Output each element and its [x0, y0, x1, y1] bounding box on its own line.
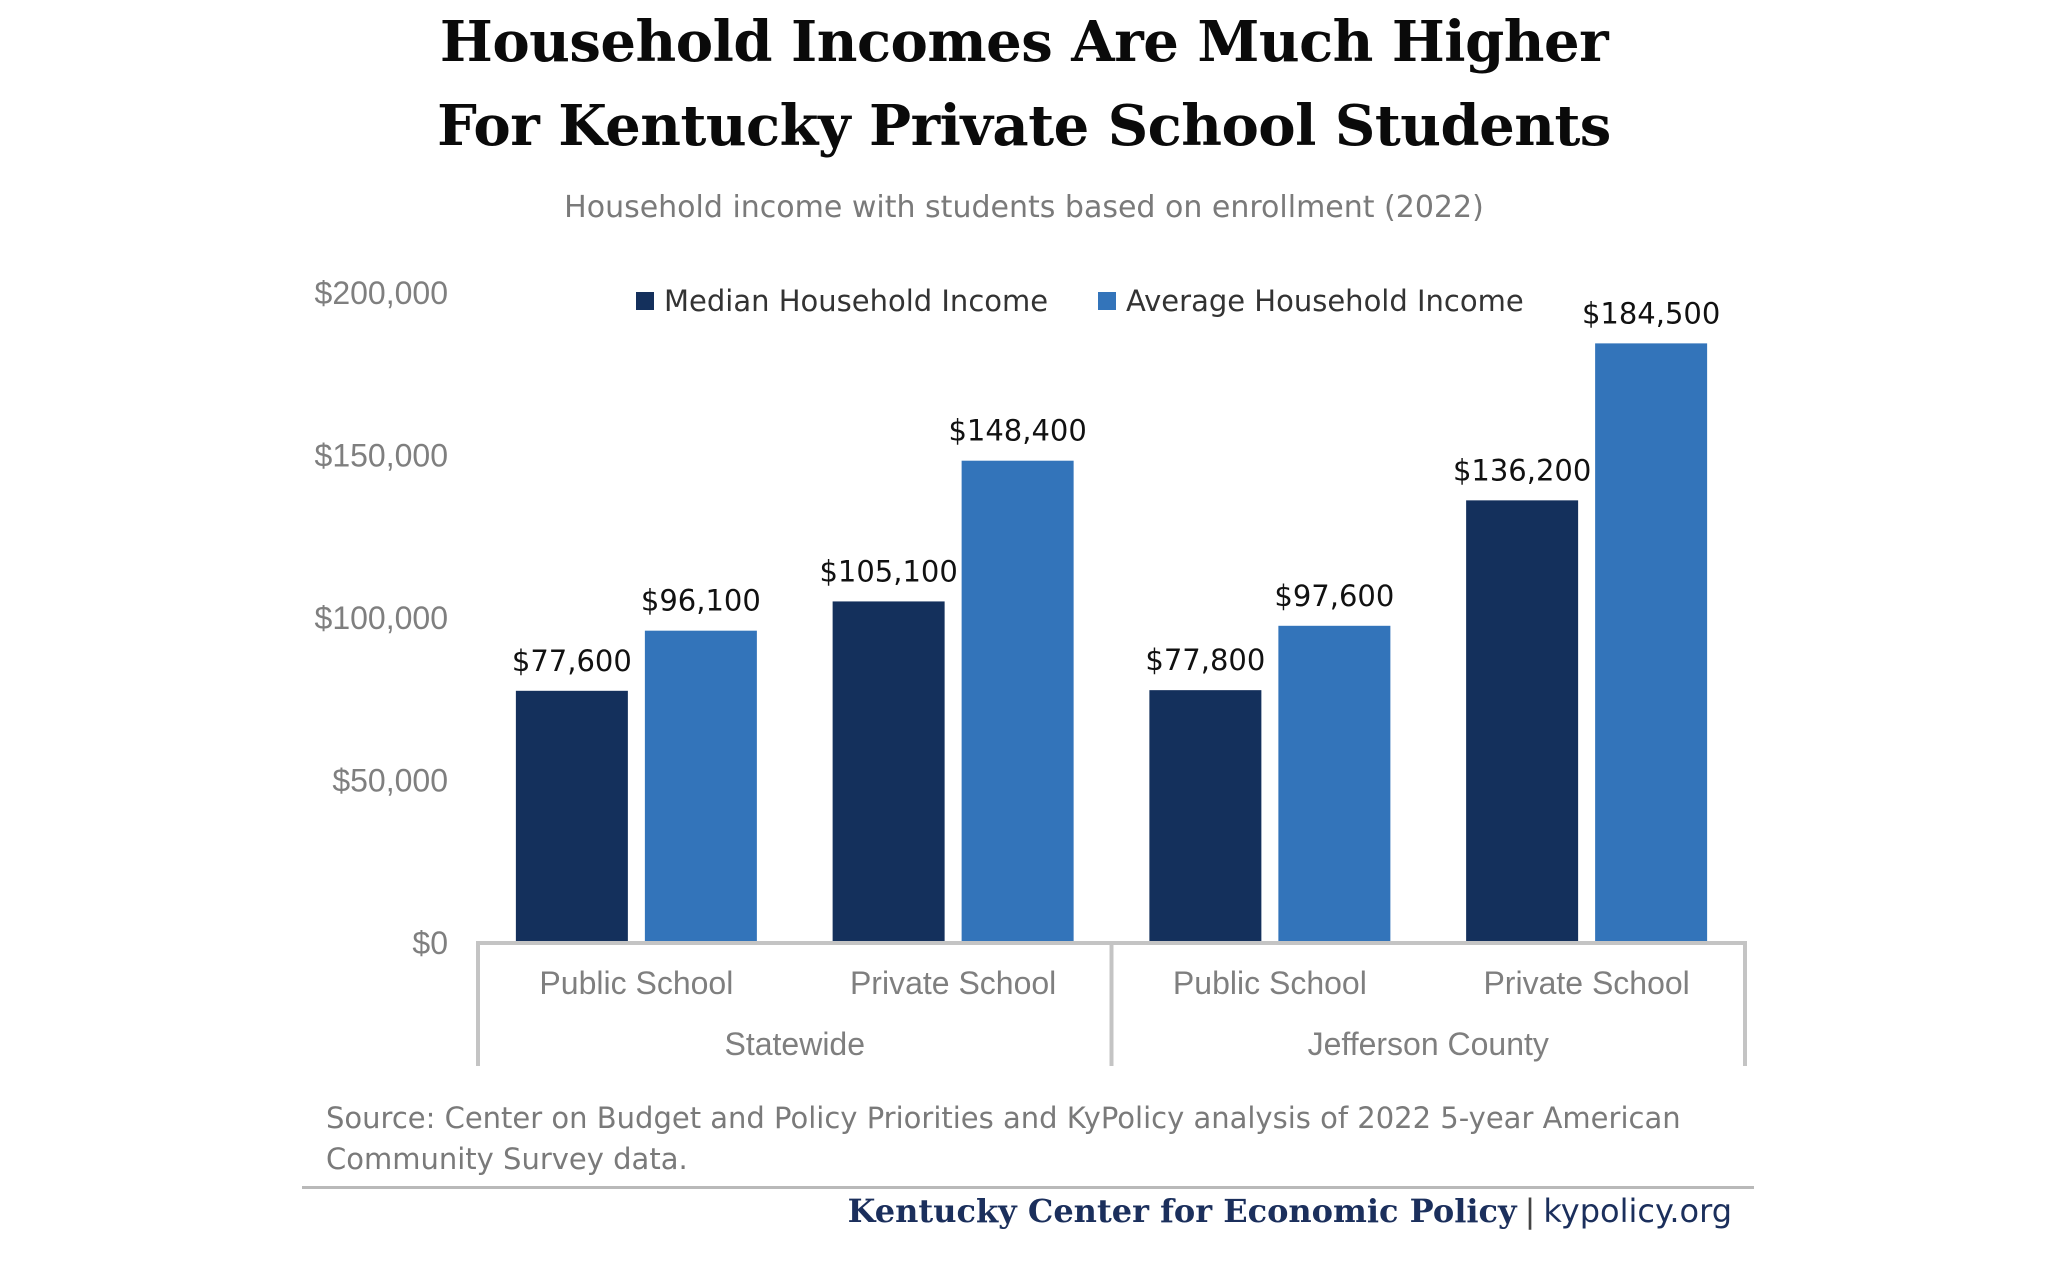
data-label: $148,400	[948, 414, 1086, 448]
footer-url: kypolicy.org	[1543, 1192, 1732, 1230]
y-tick-label: $150,000	[315, 438, 448, 474]
footer-divider	[302, 1186, 1754, 1189]
bar	[1149, 690, 1262, 943]
bar	[961, 460, 1074, 943]
x-group-label: Jefferson County	[1308, 1026, 1549, 1062]
data-label: $184,500	[1582, 296, 1720, 330]
x-category-label: Private School	[1483, 965, 1689, 1001]
x-category-label: Public School	[539, 965, 733, 1001]
source-note: Source: Center on Budget and Policy Prio…	[326, 1101, 1681, 1176]
y-tick-label: $200,000	[315, 275, 448, 311]
x-category-label: Public School	[1173, 965, 1367, 1001]
legend-label: Average Household Income	[1126, 284, 1524, 318]
chart-subtitle: Household income with students based on …	[564, 190, 1484, 225]
bar	[832, 601, 945, 943]
data-label: $77,600	[512, 644, 632, 678]
y-tick-label: $100,000	[315, 600, 448, 636]
x-group-label: Statewide	[724, 1026, 865, 1062]
legend-label: Median Household Income	[664, 284, 1048, 318]
data-label: $77,800	[1145, 643, 1265, 677]
legend-swatch	[1098, 292, 1116, 310]
data-label: $97,600	[1274, 579, 1394, 613]
data-label: $96,100	[641, 584, 761, 618]
bar-chart: $0 $50,000 $100,000 $150,000 $200,000 $77,600…	[315, 275, 1747, 1066]
bar	[1595, 343, 1708, 943]
x-category-label: Private School	[850, 965, 1056, 1001]
bar	[1466, 500, 1579, 943]
bar	[644, 630, 757, 943]
bar	[515, 690, 628, 943]
footer-separator: |	[1524, 1192, 1536, 1230]
data-label: $136,200	[1453, 453, 1591, 487]
data-label: $105,100	[819, 554, 957, 588]
chart-title-line-1: Household Incomes Are Much Higher	[439, 9, 1609, 75]
footer-org: Kentucky Center for Economic Policy	[847, 1192, 1517, 1230]
legend-swatch	[636, 292, 654, 310]
y-tick-label: $0	[412, 925, 448, 961]
chart-title-line-2: For Kentucky Private School Students	[437, 93, 1611, 159]
y-tick-label: $50,000	[332, 763, 448, 799]
footer-credit: Kentucky Center for Economic Policy | kypo…	[848, 1192, 1732, 1230]
bar	[1278, 625, 1391, 943]
